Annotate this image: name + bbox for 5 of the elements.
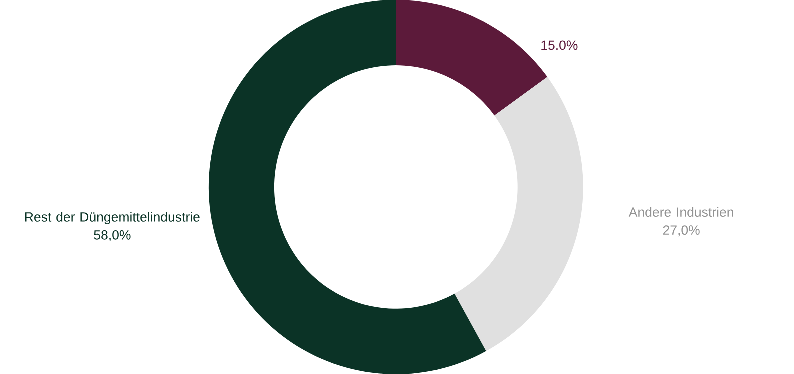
slice-label: Rest der Düngemittelindustrie (25, 212, 200, 224)
slice-label: Andere Industrien (628, 207, 734, 217)
data-label: 58,0% (94, 230, 131, 242)
data-label: 15.0% (542, 40, 578, 50)
data-label: 27,0% (663, 225, 700, 236)
